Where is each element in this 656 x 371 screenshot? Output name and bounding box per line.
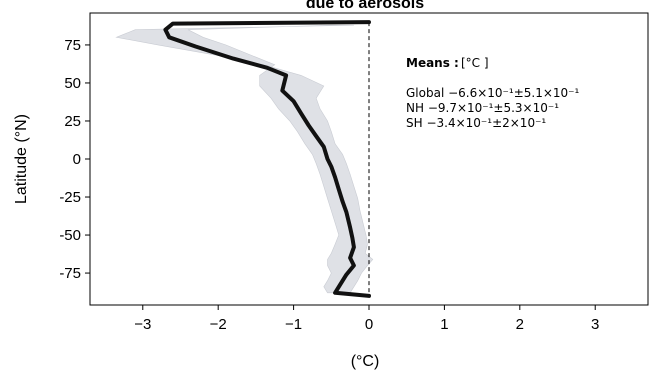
x-tick-label: 0	[365, 316, 373, 333]
x-tick-label: 2	[516, 316, 524, 333]
x-tick-label: −1	[285, 316, 302, 333]
y-tick-label: 0	[73, 151, 81, 168]
x-tick-label: 1	[440, 316, 448, 333]
y-tick-label: 75	[64, 37, 81, 54]
means-sh: SH −3.4×10⁻¹±2×10⁻¹	[406, 116, 546, 130]
uncertainty-band-area	[115, 24, 374, 294]
y-tick-label: -75	[59, 265, 81, 282]
x-tick-label: −3	[134, 316, 151, 333]
means-unit: [°C ]	[461, 56, 489, 70]
series-line-0	[163, 20, 371, 298]
x-axis: −3 −2 −1 0 1 2 3	[134, 305, 599, 333]
x-tick-label: 3	[591, 316, 599, 333]
y-tick-label: 50	[64, 75, 81, 92]
y-axis-label: Latitude (°N)	[13, 114, 30, 204]
means-global: Global −6.6×10⁻¹±5.1×10⁻¹	[406, 86, 579, 100]
means-annotation: Means : [°C ] Global −6.6×10⁻¹±5.1×10⁻¹ …	[406, 56, 579, 130]
series-layer	[163, 20, 371, 298]
y-tick-label: -50	[59, 227, 81, 244]
chart-title: due to aerosols	[306, 0, 424, 12]
uncertainty-band	[115, 24, 374, 294]
y-tick-label: -25	[59, 189, 81, 206]
y-axis: 75 50 25 0 -25 -50 -75	[59, 37, 90, 282]
x-axis-label: (°C)	[351, 353, 380, 370]
means-nh: NH −9.7×10⁻¹±5.3×10⁻¹	[406, 101, 559, 115]
y-tick-label: 25	[64, 113, 81, 130]
x-tick-label: −2	[210, 316, 227, 333]
means-label: Means :	[406, 56, 459, 70]
